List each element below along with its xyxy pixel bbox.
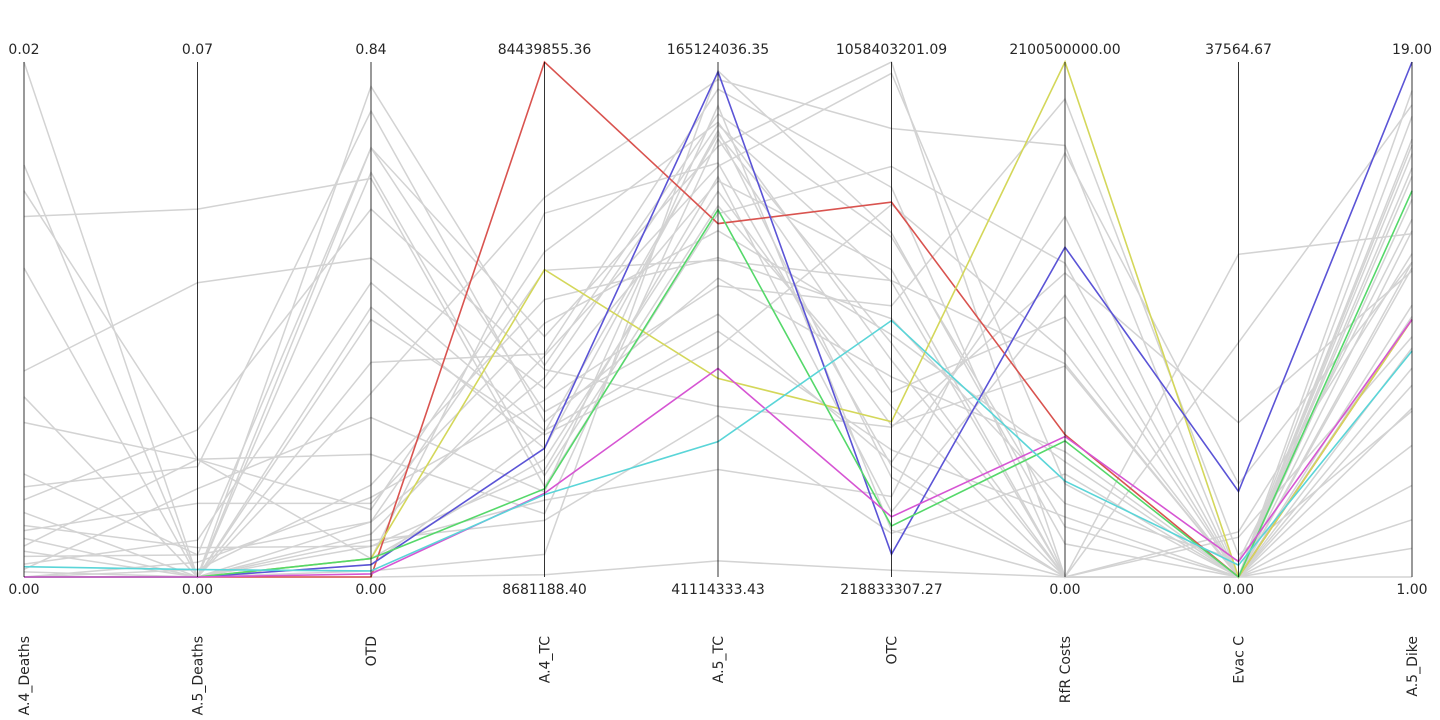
axis-name-label: A.5_Dike [1405, 636, 1421, 697]
axis-name-label: A.4_TC [538, 636, 554, 683]
axis-min-label: 1.00 [1396, 582, 1427, 598]
axis-name-label: A.4_Deaths [17, 636, 33, 715]
axis-max-label: 0.84 [355, 42, 386, 58]
axis-name-label: Evac C [1232, 636, 1248, 684]
axis-max-label: 0.02 [8, 42, 39, 58]
axis-max-label: 19.00 [1392, 42, 1432, 58]
axis-min-label: 41114333.43 [671, 582, 765, 598]
axis-max-label: 84439855.36 [498, 42, 592, 58]
axis-name-label: RfR Costs [1058, 636, 1074, 703]
axes: 0.02 0.00 A.4_Deaths 0.07 0.00 A.5_Deaths 0.84… [8, 42, 1432, 715]
axis-name-label: A.5_Deaths [191, 636, 207, 715]
axis-max-label: 37564.67 [1205, 42, 1272, 58]
axis-min-label: 0.00 [355, 582, 386, 598]
axis-min-label: 0.00 [8, 582, 39, 598]
axis-max-label: 0.07 [182, 42, 213, 58]
axis-name-label: A.5_TC [711, 636, 727, 683]
axis-min-label: 0.00 [1223, 582, 1254, 598]
axis-name-label: OTC [885, 636, 901, 665]
axis-max-label: 165124036.35 [667, 42, 769, 58]
axis-min-label: 218833307.27 [840, 582, 942, 598]
axis-name-label: OTD [364, 636, 380, 666]
axis-min-label: 0.00 [1049, 582, 1080, 598]
axis-max-label: 1058403201.09 [836, 42, 947, 58]
axis-min-label: 0.00 [182, 582, 213, 598]
axis-min-label: 8681188.40 [502, 582, 587, 598]
axis-max-label: 2100500000.00 [1009, 42, 1120, 58]
